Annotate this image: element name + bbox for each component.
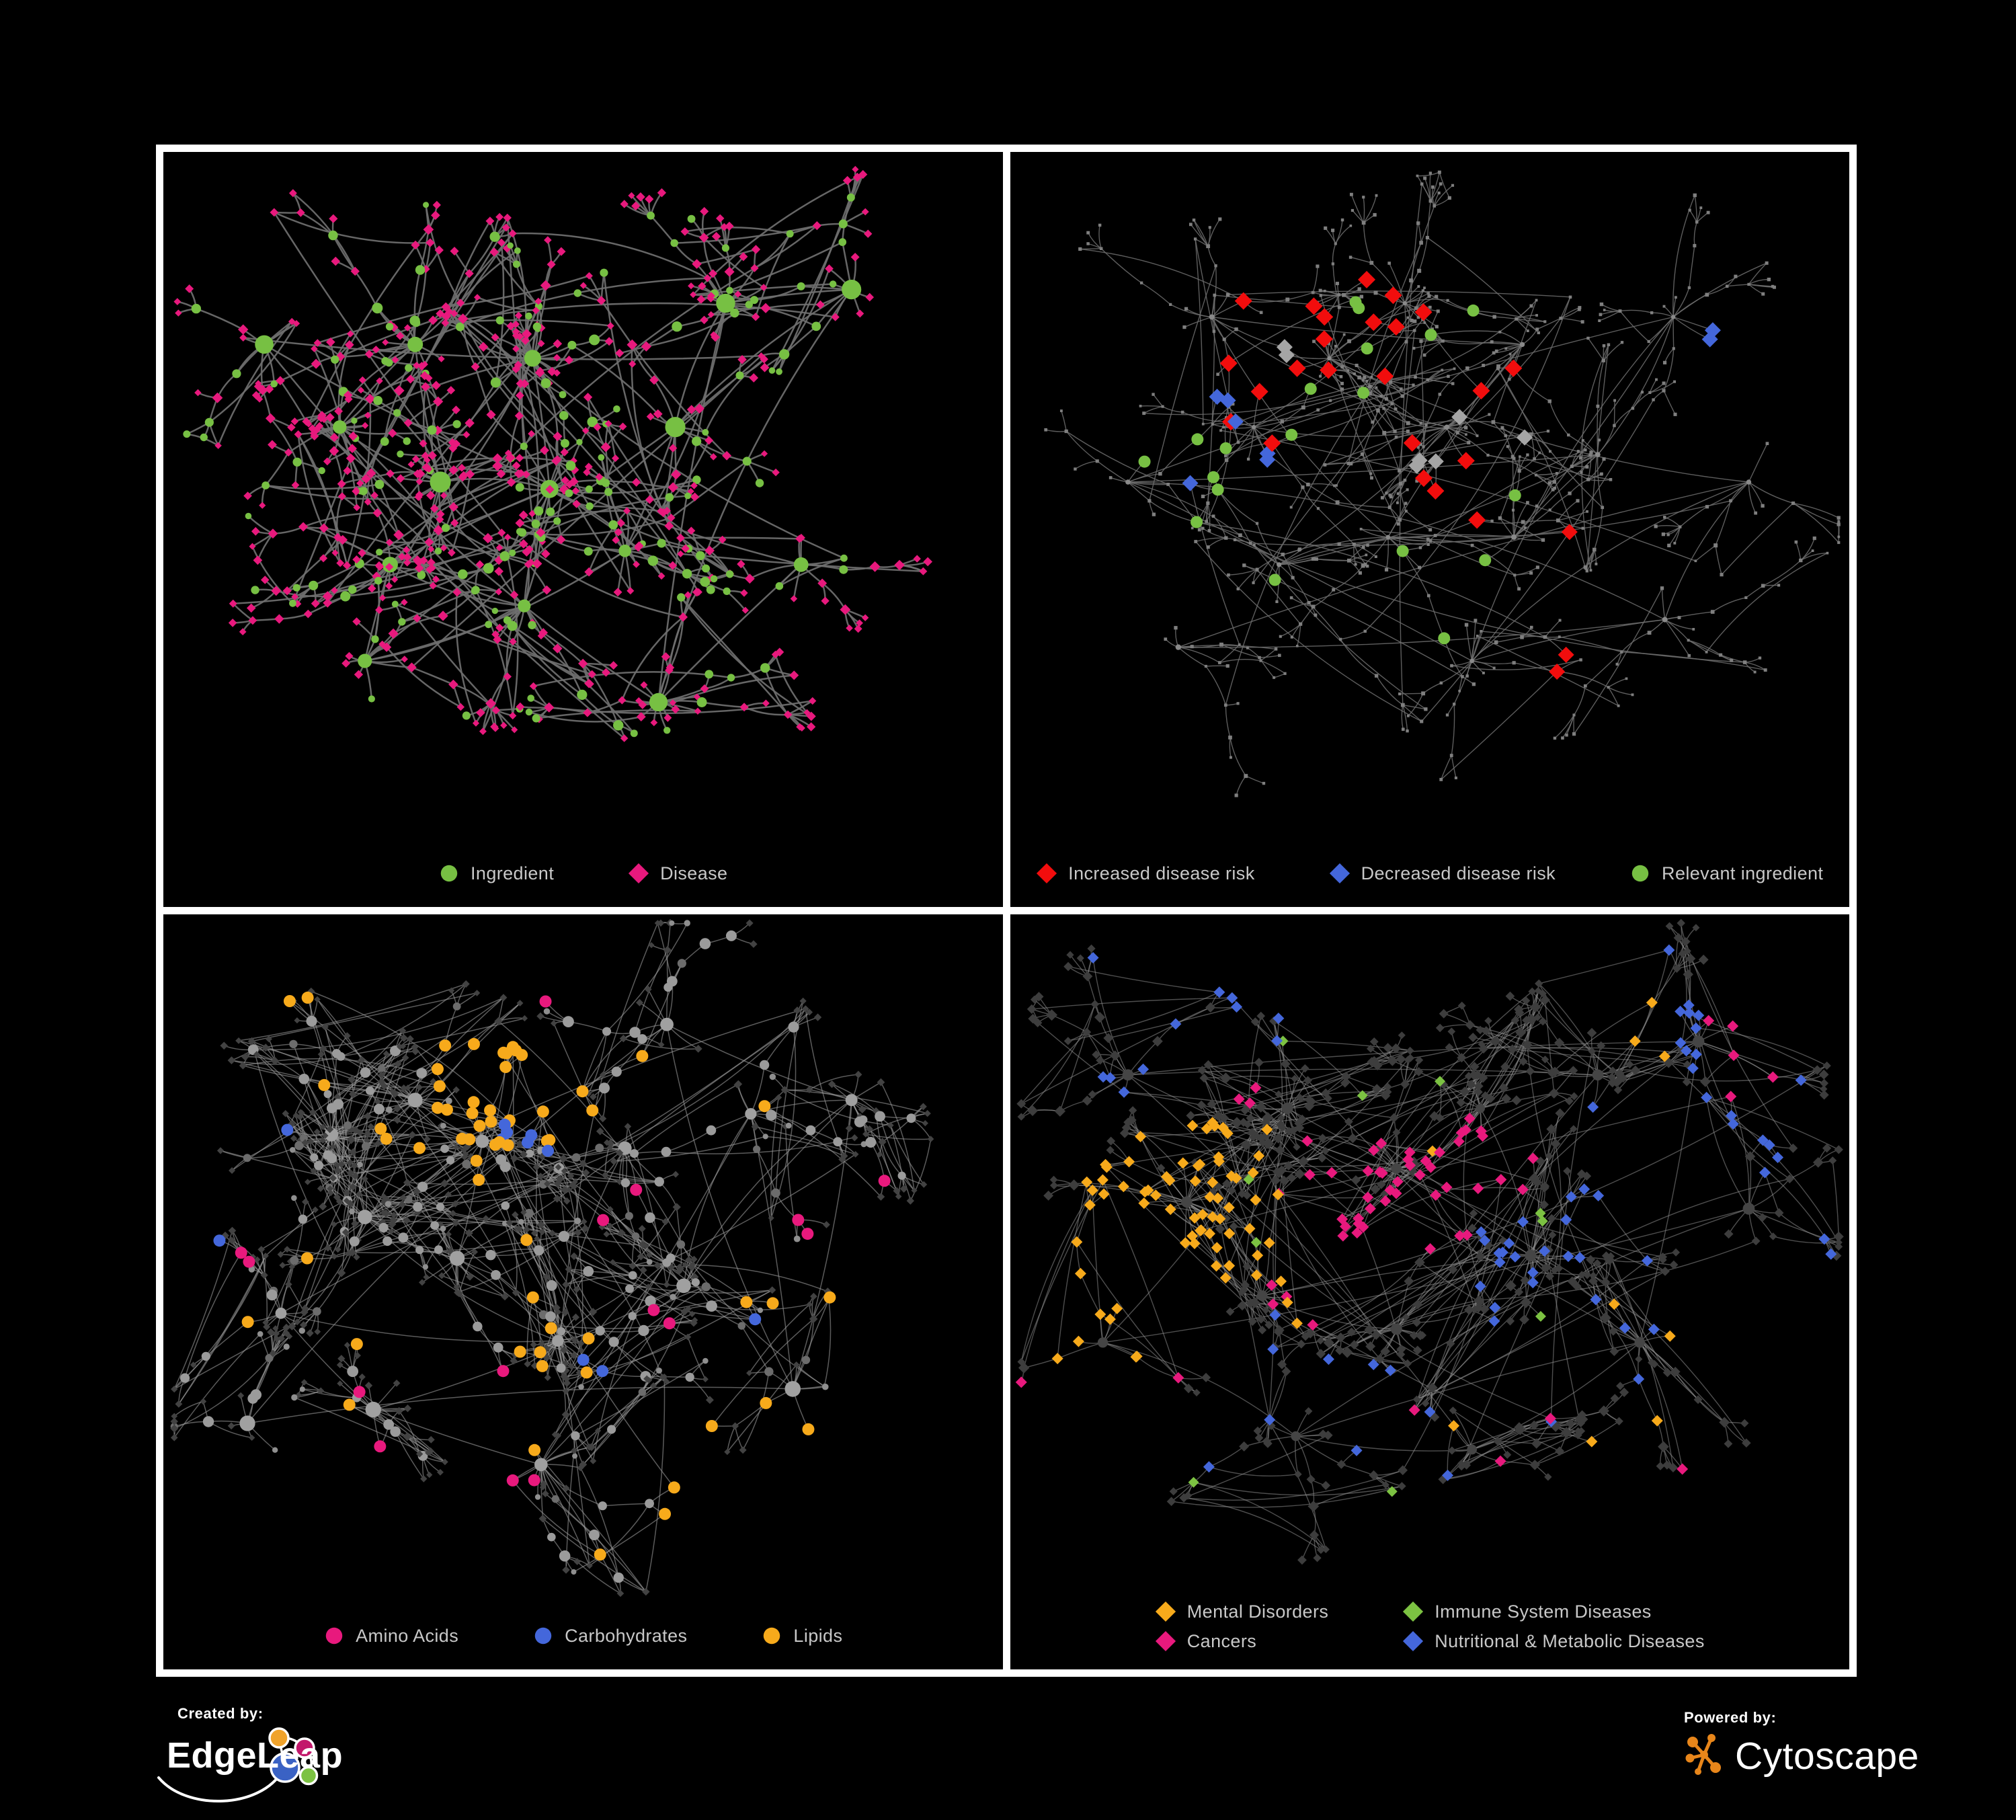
circle-swatch-icon <box>534 1627 552 1645</box>
disease-classes-network <box>1015 918 1844 1565</box>
circle-swatch-icon <box>440 865 458 882</box>
powered-by-badge: Powered by: Cytosc <box>1684 1709 1919 1780</box>
edgeleap-wordmark: EdgeLeap <box>167 1735 344 1776</box>
legend-item: Amino Acids <box>323 1625 458 1647</box>
diamond-swatch-icon <box>1403 1630 1424 1652</box>
legend-item: Mental Disorders <box>1155 1601 1328 1622</box>
diamond-swatch-icon <box>1329 863 1350 884</box>
legend-label: Carbohydrates <box>565 1625 688 1646</box>
powered-by-label: Powered by: <box>1684 1709 1777 1726</box>
legend-label: Immune System Diseases <box>1435 1601 1652 1622</box>
created-by-badge: Created by: EdgeLeap <box>157 1702 489 1817</box>
legend-item: Increased disease risk <box>1036 863 1254 884</box>
diamond-swatch-icon <box>1155 1630 1176 1652</box>
legend-label: Mental Disorders <box>1186 1601 1329 1622</box>
created-by-label: Created by: <box>177 1705 264 1722</box>
circle-swatch-icon <box>1631 865 1649 882</box>
diamond-swatch-icon <box>629 863 649 884</box>
legend-macronutrients: Amino Acids Carbohydrates Lipids <box>163 1602 1003 1669</box>
legend-label: Decreased disease risk <box>1361 863 1556 883</box>
legend-disease-risk: Increased disease risk Decreased disease … <box>1010 840 1850 907</box>
legend-item: Nutritional & Metabolic Diseases <box>1402 1630 1704 1652</box>
legend-label: Disease <box>660 863 728 883</box>
diamond-swatch-icon <box>1155 1601 1176 1622</box>
legend-ingredient-disease: Ingredient Disease <box>163 840 1003 907</box>
panel-disease-risk: Increased disease risk Decreased disease … <box>1010 152 1850 907</box>
panel-disease-classes: Mental Disorders Immune System Diseases Ca… <box>1010 914 1850 1669</box>
ingredient-disease-network <box>173 165 933 742</box>
legend-label: Ingredient <box>471 863 555 883</box>
edgeleap-logo-icon <box>157 1727 319 1803</box>
legend-label: Increased disease risk <box>1068 863 1255 883</box>
circle-swatch-icon <box>325 1627 343 1645</box>
legend-item: Decreased disease risk <box>1329 863 1556 884</box>
legend-label: Nutritional & Metabolic Diseases <box>1435 1630 1705 1651</box>
legend-label: Relevant ingredient <box>1662 863 1824 883</box>
legend-disease-classes: Mental Disorders Immune System Diseases Ca… <box>1010 1583 1850 1669</box>
macronutrients-network <box>170 918 934 1597</box>
diamond-swatch-icon <box>1403 1601 1424 1622</box>
legend-item: Lipids <box>761 1625 842 1647</box>
cytoscape-wordmark: Cytoscape <box>1735 1735 1919 1778</box>
legend-label: Lipids <box>793 1625 843 1646</box>
legend-item: Ingredient <box>438 863 554 884</box>
panels-grid: Ingredient Disease Increased disease risk… <box>156 145 1857 1677</box>
legend-item: Cancers <box>1155 1630 1328 1652</box>
legend-label: Amino Acids <box>356 1625 459 1646</box>
diamond-swatch-icon <box>1037 863 1057 884</box>
panel-ingredient-disease: Ingredient Disease <box>163 152 1003 907</box>
disease-risk-network <box>1043 170 1841 797</box>
panel-macronutrients: Amino Acids Carbohydrates Lipids <box>163 914 1003 1669</box>
legend-item: Disease <box>628 863 727 884</box>
circle-swatch-icon <box>764 1627 780 1645</box>
legend-label: Cancers <box>1186 1630 1257 1651</box>
cytoscape-logo-icon <box>1685 1734 1721 1775</box>
legend-item: Immune System Diseases <box>1402 1601 1704 1622</box>
legend-item: Relevant ingredient <box>1629 863 1823 884</box>
legend-item: Carbohydrates <box>532 1625 687 1647</box>
